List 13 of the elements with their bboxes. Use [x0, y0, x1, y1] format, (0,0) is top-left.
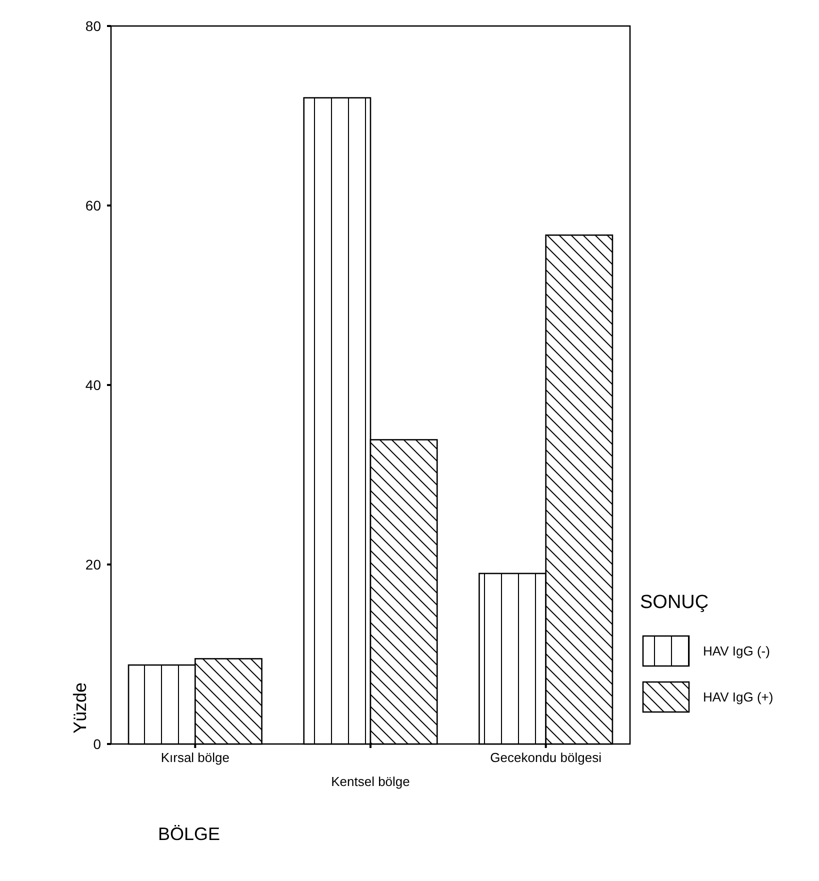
x-tick-label: Kırsal bölge — [160, 750, 230, 765]
x-tick-label: Kentsel bölge — [331, 774, 410, 789]
legend-label: HAV IgG (-) — [703, 644, 770, 659]
legend-title: SONUÇ — [640, 592, 709, 613]
y-tick-label: 60 — [85, 197, 102, 214]
legend-label: HAV IgG (+) — [703, 690, 774, 705]
x-axis-title: BÖLGE — [158, 824, 220, 844]
y-tick-label: 0 — [93, 736, 102, 752]
y-tick-label: 40 — [85, 376, 102, 393]
y-tick-label: 80 — [85, 18, 102, 34]
x-tick-label: Gecekondu bölgesi — [490, 750, 602, 765]
y-axis-title: Yüzde — [70, 682, 90, 734]
y-tick-label: 20 — [85, 556, 102, 572]
